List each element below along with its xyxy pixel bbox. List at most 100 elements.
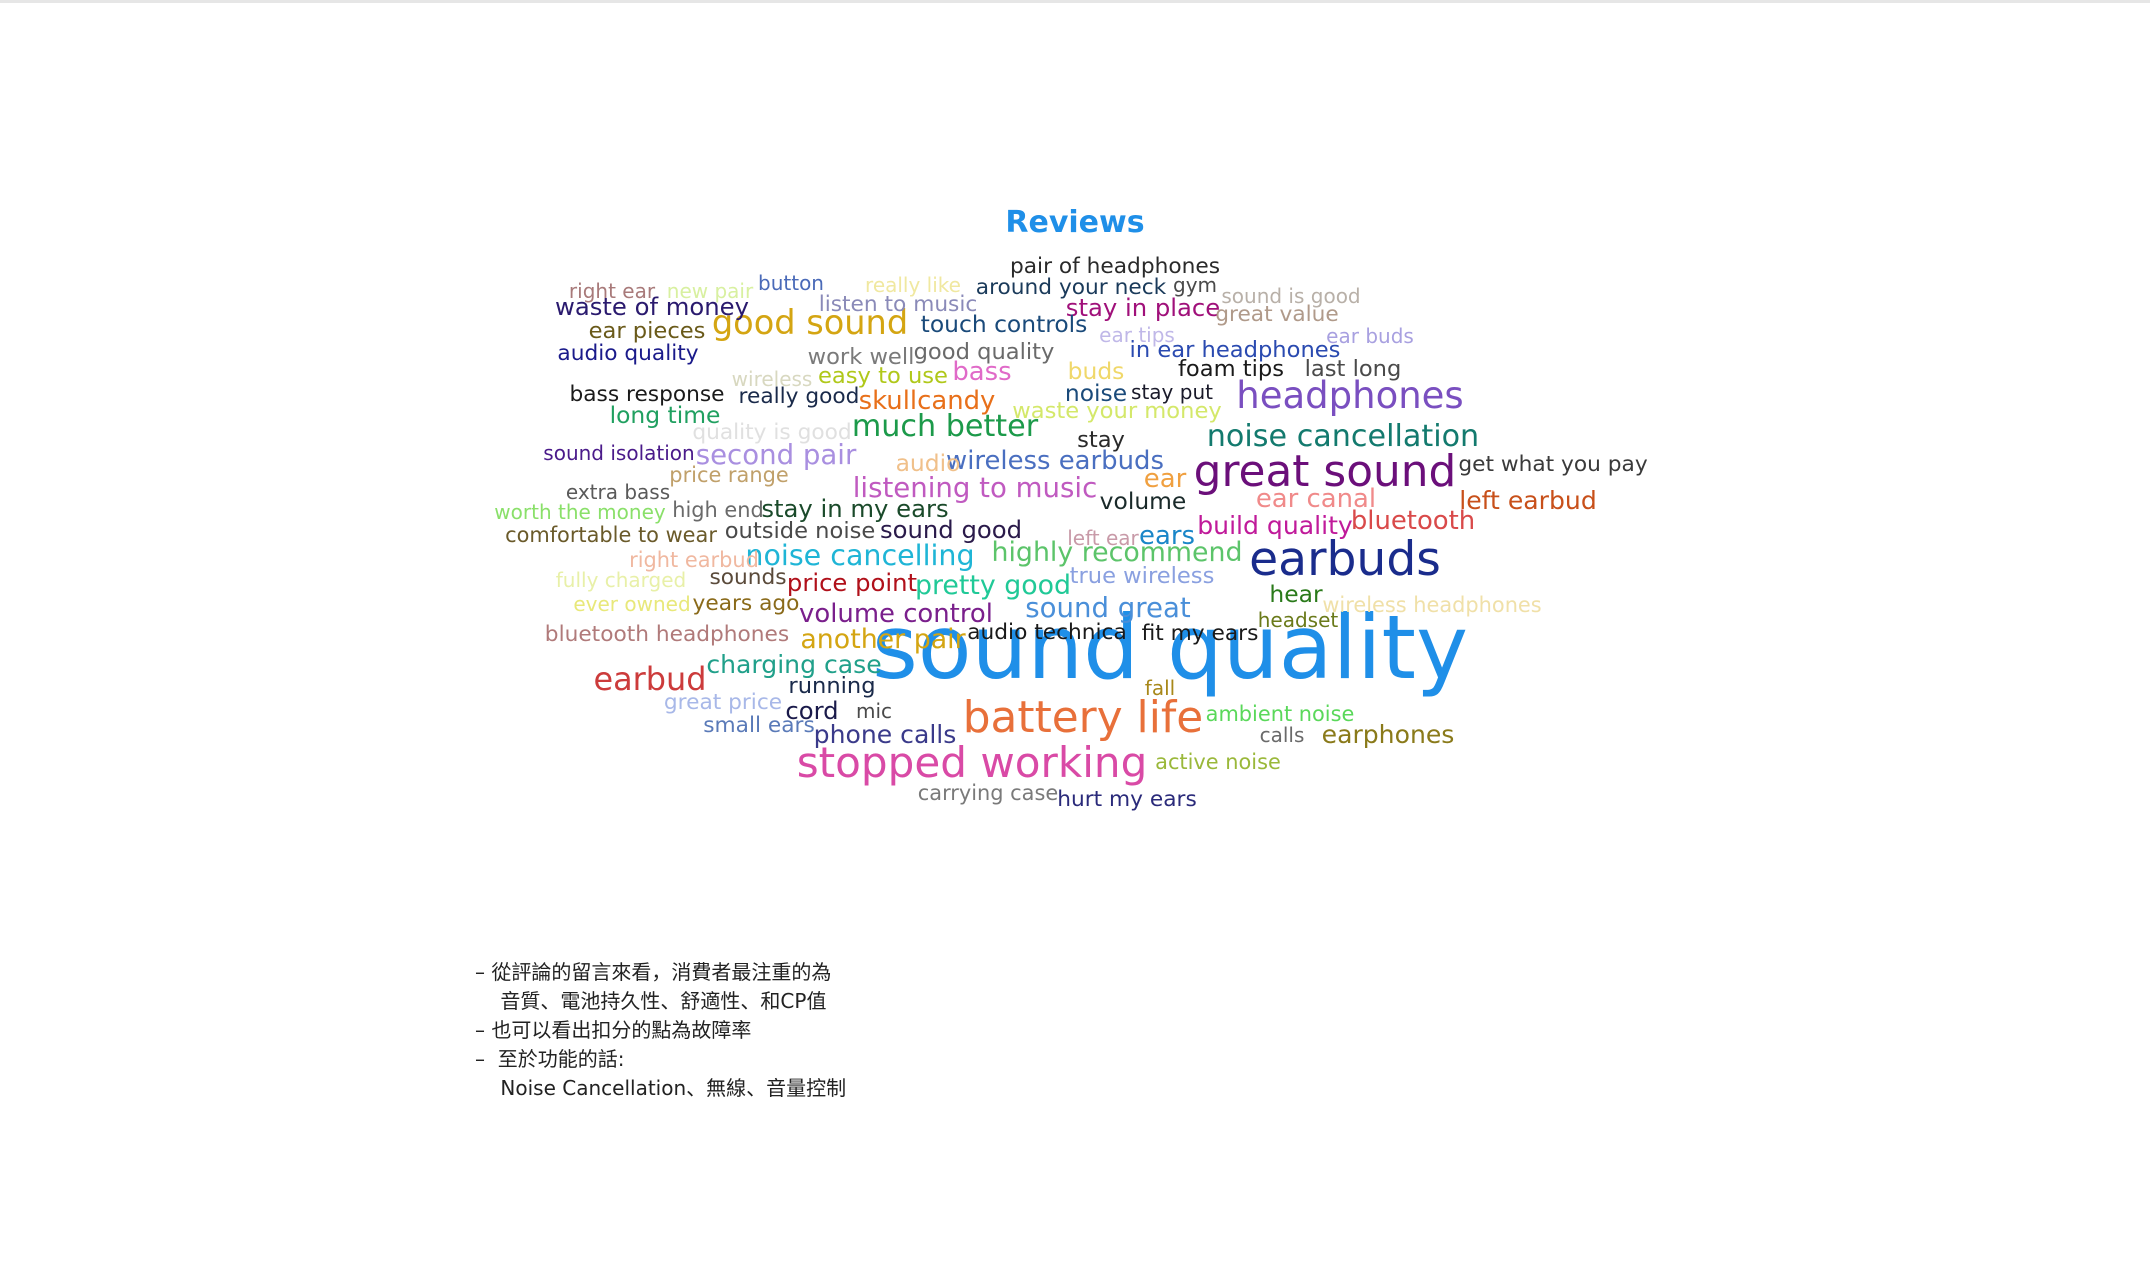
notes-block: – 從評論的留言來看，消費者最注重的為 音質、電池持久性、舒適性、和CP值 – …: [475, 958, 846, 1103]
word-audio-technica: audio technica: [967, 620, 1127, 646]
word-bass-response: bass response: [569, 382, 725, 408]
word-ear-canal: ear canal: [1255, 484, 1377, 515]
word-waste-of-money: waste of money: [554, 291, 750, 321]
word-really-good: really good: [738, 384, 860, 410]
word-headphones: headphones: [1236, 373, 1464, 417]
word-great-value: great value: [1215, 302, 1339, 328]
note-line: – 從評論的留言來看，消費者最注重的為: [475, 960, 832, 984]
word-good-sound: good sound: [711, 303, 909, 343]
word-volume-control: volume control: [799, 599, 993, 630]
word-easy-to-use: easy to use: [818, 362, 948, 389]
chart-title: Reviews: [1005, 205, 1145, 240]
word-really-like: really like: [865, 273, 961, 297]
word-running: running: [788, 672, 876, 699]
word-hurt-my-ears: hurt my ears: [1057, 787, 1197, 813]
word-ever-owned: ever owned: [573, 592, 691, 616]
word-ambient-noise: ambient noise: [1205, 701, 1355, 726]
word-mic: mic: [855, 699, 893, 723]
word-stay: stay: [1077, 426, 1125, 453]
note-line: 音質、電池持久性、舒適性、和CP值: [475, 989, 827, 1013]
word-fully-charged: fully charged: [555, 568, 687, 592]
word-sound-is-good: sound is good: [1221, 284, 1361, 308]
word-bluetooth-headphones: bluetooth headphones: [544, 622, 790, 648]
word-active-noise: active noise: [1155, 749, 1281, 774]
top-border-line: [0, 0, 2150, 3]
word-foam-tips: foam tips: [1177, 355, 1285, 382]
word-small-ears: small ears: [703, 713, 815, 739]
word-sound-quality: sound quality: [871, 596, 1469, 699]
word-wireless-earbuds: wireless earbuds: [946, 446, 1164, 477]
word-charging-case: charging case: [706, 650, 882, 680]
word-left-earbud: left earbud: [1459, 486, 1597, 516]
word-noise-cancellation: noise cancellation: [1206, 418, 1480, 454]
word-bluetooth: bluetooth: [1350, 506, 1476, 537]
word-ears: ears: [1139, 521, 1195, 552]
word-fit-my-ears: fit my ears: [1141, 621, 1259, 647]
word-outside-noise: outside noise: [724, 517, 876, 544]
word-button: button: [758, 271, 824, 295]
word-phone-calls: phone calls: [813, 720, 957, 750]
word-ear-buds: ear buds: [1326, 324, 1414, 348]
word-cloud: sound quality earbuds great sound battery l…: [494, 256, 1648, 813]
word-buds: buds: [1067, 357, 1125, 386]
word-highly-recommend: highly recommend: [991, 536, 1243, 568]
word-get-what-you-pay: get what you pay: [1458, 452, 1648, 478]
word-stay-put: stay put: [1131, 380, 1213, 404]
word-high-end: high end: [672, 497, 764, 522]
word-quality-is-good: quality is good: [692, 420, 852, 446]
word-years-ago: years ago: [692, 591, 800, 617]
word-sound-great: sound great: [1025, 591, 1191, 625]
word-audio: audio: [895, 449, 961, 478]
word-bass: bass: [952, 357, 1012, 388]
word-cord: cord: [785, 695, 839, 725]
word-skullcandy: skullcandy: [858, 386, 996, 417]
word-good-quality: good quality: [913, 338, 1055, 365]
word-carrying-case: carrying case: [917, 780, 1059, 805]
word-long-time: long time: [609, 401, 721, 430]
note-line: Noise Cancellation、無線、音量控制: [475, 1076, 847, 1100]
word-right-earbud: right earbud: [629, 547, 759, 572]
word-second-pair: second pair: [695, 438, 857, 472]
word-much-better: much better: [851, 408, 1039, 444]
word-price-point: price point: [786, 567, 918, 597]
word-wireless: wireless: [731, 367, 813, 391]
word-listen-to-music: listen to music: [818, 292, 978, 318]
word-last-long: last long: [1304, 355, 1402, 382]
word-around-your-neck: around your neck: [975, 275, 1167, 301]
word-earbud: earbud: [593, 660, 707, 699]
word-hear: hear: [1269, 580, 1323, 609]
word-new-pair: new pair: [666, 279, 754, 303]
note-line: – 至於功能的話:: [475, 1047, 625, 1071]
word-left-ear: left ear: [1067, 526, 1139, 550]
word-earphones: earphones: [1321, 720, 1455, 750]
word-sounds: sounds: [709, 565, 787, 591]
word-wireless-headphones: wireless headphones: [1322, 592, 1542, 617]
word-audio-quality: audio quality: [557, 341, 699, 367]
word-another-pair: another pair: [800, 623, 966, 655]
note-line: – 也可以看出扣分的點為故障率: [475, 1018, 752, 1042]
word-noise: noise: [1064, 379, 1128, 408]
word-ear-tips: ear tips: [1099, 323, 1175, 347]
word-volume: volume: [1099, 487, 1187, 516]
word-waste-your-money: waste your money: [1012, 397, 1222, 424]
word-stay-in-place: stay in place: [1065, 292, 1221, 322]
word-battery-life: battery life: [962, 692, 1204, 744]
word-price-range: price range: [669, 462, 789, 487]
word-great-sound: great sound: [1193, 446, 1457, 498]
word-in-ear-headphones: in ear headphones: [1129, 336, 1341, 363]
word-earbuds: earbuds: [1249, 532, 1441, 588]
word-great-price: great price: [663, 690, 783, 716]
word-pretty-good: pretty good: [914, 569, 1072, 601]
word-build-quality: build quality: [1197, 511, 1353, 541]
word-true-wireless: true wireless: [1069, 562, 1215, 589]
word-gym: gym: [1172, 273, 1218, 297]
word-noise-cancelling: noise cancelling: [745, 538, 975, 572]
word-comfortable-to-wear: comfortable to wear: [505, 522, 717, 547]
word-right-ear: right ear: [568, 279, 656, 303]
word-fall: fall: [1144, 676, 1176, 700]
word-touch-controls: touch controls: [920, 310, 1088, 339]
word-stay-in-my-ears: stay in my ears: [761, 493, 949, 523]
word-ear: ear: [1143, 464, 1187, 495]
word-sound-good: sound good: [879, 514, 1023, 544]
word-worth-the-money: worth the money: [494, 500, 666, 524]
